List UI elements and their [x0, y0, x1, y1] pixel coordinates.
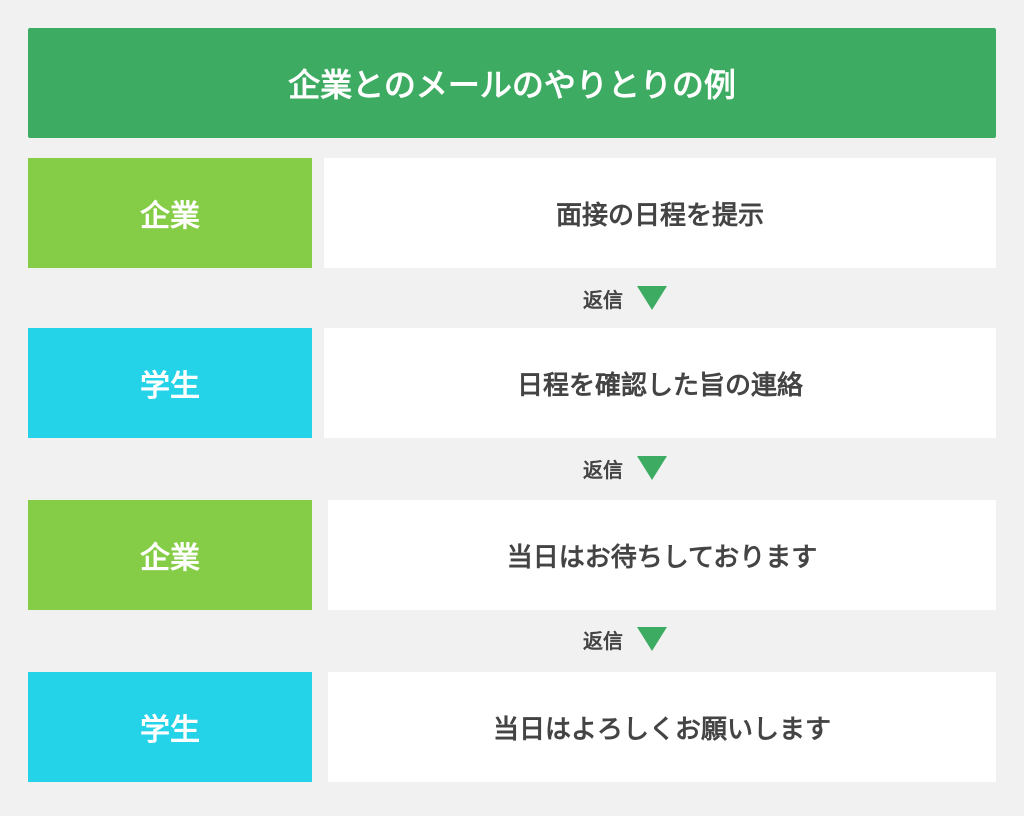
- message-box: 面接の日程を提示: [324, 158, 996, 268]
- reply-label: 返信: [583, 628, 623, 653]
- reply-label: 返信: [583, 457, 623, 482]
- reply-arrow: 返信: [583, 283, 667, 313]
- triangle-down-icon: [637, 627, 667, 651]
- reply-label: 返信: [583, 287, 623, 312]
- sender-student: 学生: [28, 328, 312, 438]
- sender-student: 学生: [28, 672, 312, 782]
- message-box: 当日はよろしくお願いします: [328, 672, 996, 782]
- triangle-down-icon: [637, 286, 667, 310]
- sender-company: 企業: [28, 158, 312, 268]
- message-box: 日程を確認した旨の連絡: [324, 328, 996, 438]
- reply-arrow: 返信: [583, 453, 667, 483]
- diagram-title: 企業とのメールのやりとりの例: [28, 28, 996, 138]
- sender-company: 企業: [28, 500, 312, 610]
- reply-arrow: 返信: [583, 624, 667, 654]
- triangle-down-icon: [637, 456, 667, 480]
- message-box: 当日はお待ちしております: [328, 500, 996, 610]
